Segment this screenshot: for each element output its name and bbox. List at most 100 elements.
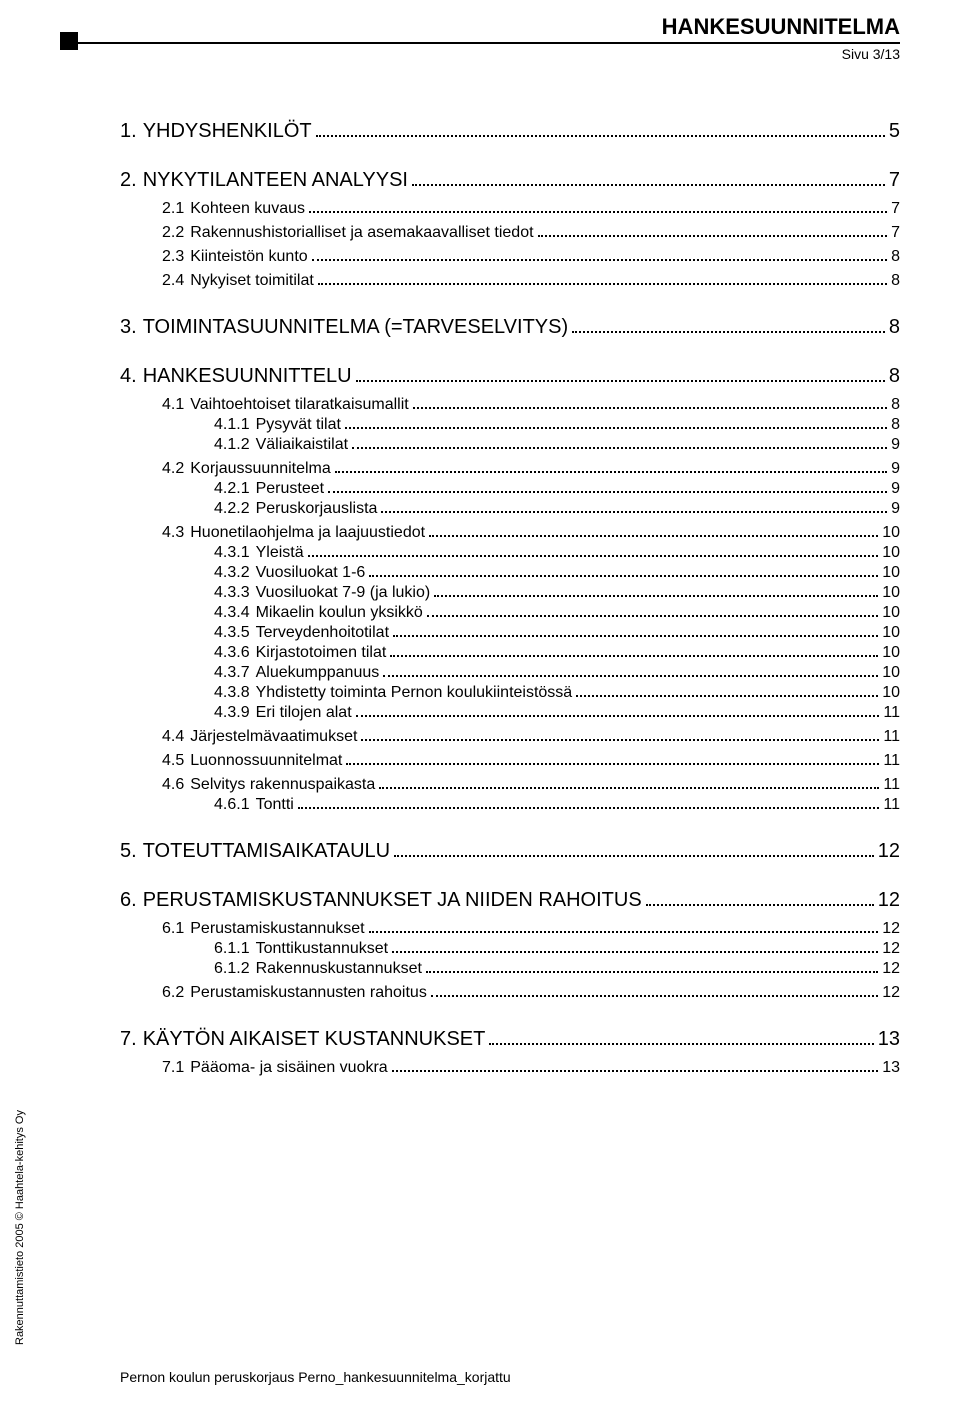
toc-text: Korjaussuunnitelma	[190, 460, 331, 478]
toc-number: 2.4	[162, 272, 184, 290]
toc-text: Selvitys rakennuspaikasta	[190, 776, 375, 794]
toc-text: Tontti	[256, 796, 294, 814]
toc-entry: 2.1Kohteen kuvaus7	[120, 200, 900, 218]
toc-page: 10	[882, 624, 900, 642]
toc-entry: 2.4 Nykyiset toimitilat 8	[120, 272, 900, 290]
toc-page: 12	[878, 889, 900, 912]
sidebar-copyright: Rakennuttamistieto 2005 © Haahtela-kehit…	[14, 1110, 26, 1345]
toc-entry: 6.2Perustamiskustannusten rahoitus12	[120, 984, 900, 1002]
toc-entry: 4.3.9Eri tilojen alat11	[120, 704, 900, 722]
toc-page: 10	[882, 524, 900, 542]
toc-text: YHDYSHENKILÖT	[143, 120, 312, 143]
toc-page: 9	[891, 500, 900, 518]
toc-number: 4.6	[162, 776, 184, 794]
toc-leader-dots	[381, 501, 887, 513]
toc-text: Rakennushistorialliset ja asemakaavallis…	[190, 224, 533, 242]
toc-entry: 4.3.7Aluekumppanuus10	[120, 664, 900, 682]
toc-leader-dots	[426, 961, 878, 973]
toc-leader-dots	[393, 625, 878, 637]
toc-leader-dots	[538, 225, 888, 237]
toc-leader-dots	[298, 797, 880, 809]
toc-text: Kohteen kuvaus	[190, 200, 305, 218]
toc-number: 4.5	[162, 752, 184, 770]
header-rule	[60, 42, 900, 44]
toc-page: 8	[891, 248, 900, 266]
toc-entry: 4.2.2Peruskorjauslista9	[120, 500, 900, 518]
toc-entry: 4.3.4Mikaelin koulun yksikkö10	[120, 604, 900, 622]
toc-page: 12	[882, 960, 900, 978]
toc-entry: 4.3.2Vuosiluokat 1-610	[120, 564, 900, 582]
toc-leader-dots	[352, 437, 887, 449]
toc-entry: 4.HANKESUUNNITTELU8	[120, 365, 900, 388]
toc-number: 6.1.2	[214, 960, 250, 978]
toc-entry: 4.3.1Yleistä10	[120, 544, 900, 562]
toc-page: 12	[882, 940, 900, 958]
toc-page: 11	[883, 752, 900, 770]
header-subtitle: Sivu 3/13	[842, 46, 900, 62]
toc-text: Mikaelin koulun yksikkö	[256, 604, 423, 622]
toc-number: 4.2	[162, 460, 184, 478]
toc-leader-dots	[309, 201, 887, 213]
toc-leader-dots	[394, 843, 874, 857]
toc-text: Väliaikaistilat	[256, 436, 348, 454]
toc-entry: 3.TOIMINTASUUNNITELMA (=TARVESELVITYS)8	[120, 316, 900, 339]
toc-entry: 7.1Pääoma- ja sisäinen vuokra13	[120, 1059, 900, 1077]
toc-text: Yhdistetty toiminta Pernon koulukiinteis…	[256, 684, 573, 702]
toc-page: 10	[882, 664, 900, 682]
toc-number: 7.	[120, 1028, 137, 1051]
toc-entry: 2.NYKYTILANTEEN ANALYYSI7	[120, 169, 900, 192]
toc-number: 4.1	[162, 396, 184, 414]
toc-text: Vuosiluokat 7-9 (ja lukio)	[256, 584, 431, 602]
toc-number: 4.3.3	[214, 584, 250, 602]
toc-number: 4.3.1	[214, 544, 250, 562]
toc-entry: 4.4Järjestelmävaatimukset11	[120, 728, 900, 746]
toc-entry: 4.2.1Perusteet9	[120, 480, 900, 498]
toc-page: 8	[891, 416, 900, 434]
toc-text: Luonnossuunnitelmat	[190, 752, 342, 770]
toc-leader-dots	[346, 753, 879, 765]
toc-page: 7	[891, 224, 900, 242]
toc-number: 4.1.1	[214, 416, 250, 434]
toc-text: Kiinteistön kunto	[190, 248, 307, 266]
toc-number: 6.1	[162, 920, 184, 938]
toc-page: 5	[889, 120, 900, 143]
toc-text: NYKYTILANTEEN ANALYYSI	[143, 169, 408, 192]
document-page: HANKESUUNNITELMA Sivu 3/13 Rakennuttamis…	[0, 0, 960, 1425]
toc-entry: 6.1.1Tonttikustannukset12	[120, 940, 900, 958]
toc-page: 11	[883, 728, 900, 746]
toc-number: 4.6.1	[214, 796, 250, 814]
toc-leader-dots	[489, 1031, 873, 1045]
toc-text: Tonttikustannukset	[256, 940, 389, 958]
toc-number: 4.1.2	[214, 436, 250, 454]
toc-text: Yleistä	[256, 544, 304, 562]
toc-text: Nykyiset toimitilat	[190, 272, 314, 290]
toc-page: 7	[891, 200, 900, 218]
toc-page: 10	[882, 684, 900, 702]
toc-text: Aluekumppanuus	[256, 664, 380, 682]
toc-text: Perustamiskustannukset	[190, 920, 364, 938]
toc-leader-dots	[434, 585, 878, 597]
toc-leader-dots	[369, 565, 878, 577]
toc-leader-dots	[392, 941, 878, 953]
toc-leader-dots	[335, 461, 887, 473]
toc-text: Terveydenhoitotilat	[256, 624, 389, 642]
toc-text: Eri tilojen alat	[256, 704, 352, 722]
toc-text: TOIMINTASUUNNITELMA (=TARVESELVITYS)	[143, 316, 568, 339]
toc-number: 4.2.2	[214, 500, 250, 518]
toc-leader-dots	[308, 545, 879, 557]
toc-leader-dots	[413, 397, 887, 409]
table-of-contents: 1.YHDYSHENKILÖT52.NYKYTILANTEEN ANALYYSI…	[120, 120, 900, 1335]
toc-page: 10	[882, 644, 900, 662]
toc-leader-dots	[429, 525, 878, 537]
toc-page: 8	[891, 272, 900, 290]
header-marker-icon	[60, 32, 78, 50]
toc-page: 12	[882, 984, 900, 1002]
toc-entry: 6.1.2Rakennuskustannukset12	[120, 960, 900, 978]
toc-text: Perustamiskustannusten rahoitus	[190, 984, 427, 1002]
toc-number: 4.3.8	[214, 684, 250, 702]
toc-page: 8	[891, 396, 900, 414]
toc-entry: 4.3Huonetilaohjelma ja laajuustiedot10	[120, 524, 900, 542]
toc-leader-dots	[576, 685, 878, 697]
toc-number: 4.3.6	[214, 644, 250, 662]
toc-entry: 4.3.6Kirjastotoimen tilat10	[120, 644, 900, 662]
